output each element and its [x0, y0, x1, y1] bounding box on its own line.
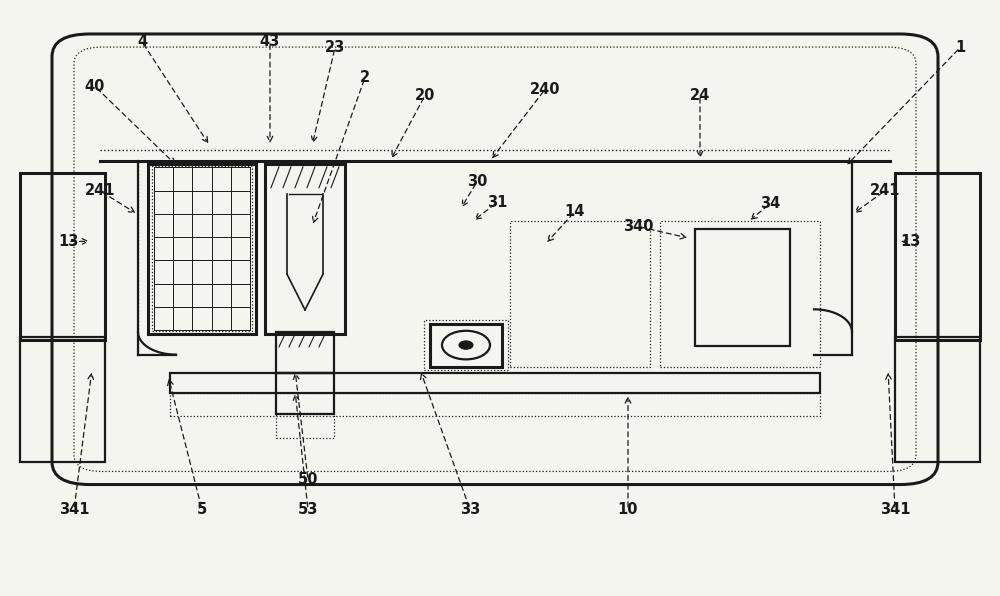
Text: 23: 23 — [325, 40, 345, 55]
Text: 33: 33 — [460, 502, 480, 517]
Text: 241: 241 — [85, 183, 115, 198]
Circle shape — [459, 341, 473, 349]
Text: 13: 13 — [58, 234, 78, 249]
Bar — [660, 221, 820, 367]
Bar — [895, 173, 980, 340]
Text: 2: 2 — [360, 70, 370, 85]
Bar — [430, 324, 502, 367]
Text: 10: 10 — [618, 502, 638, 517]
Bar — [20, 337, 105, 462]
Text: 341: 341 — [59, 502, 89, 517]
Bar — [510, 221, 650, 367]
Bar — [895, 337, 980, 462]
Text: 5: 5 — [197, 502, 207, 517]
Text: 20: 20 — [415, 88, 435, 103]
Bar — [20, 173, 105, 340]
Bar — [276, 332, 334, 372]
Text: 4: 4 — [137, 34, 147, 49]
Bar — [148, 164, 256, 334]
Bar — [276, 413, 334, 438]
Bar — [170, 393, 820, 416]
Text: 50: 50 — [298, 472, 318, 488]
Bar — [265, 164, 345, 334]
Bar — [152, 166, 252, 331]
Text: 341: 341 — [880, 502, 910, 517]
Text: 31: 31 — [487, 195, 507, 210]
Text: 43: 43 — [260, 34, 280, 49]
Text: 240: 240 — [530, 82, 560, 97]
Bar — [695, 229, 790, 346]
Text: 13: 13 — [900, 234, 920, 249]
Text: 1: 1 — [955, 40, 965, 55]
Text: 30: 30 — [467, 174, 487, 190]
Text: 24: 24 — [690, 88, 710, 103]
Bar — [170, 372, 820, 393]
Text: 340: 340 — [623, 219, 653, 234]
Text: 14: 14 — [565, 204, 585, 219]
Text: 53: 53 — [298, 502, 318, 517]
Bar — [276, 372, 334, 414]
Bar — [424, 320, 508, 370]
Text: 241: 241 — [870, 183, 900, 198]
Text: 40: 40 — [85, 79, 105, 94]
Text: 34: 34 — [760, 196, 780, 212]
